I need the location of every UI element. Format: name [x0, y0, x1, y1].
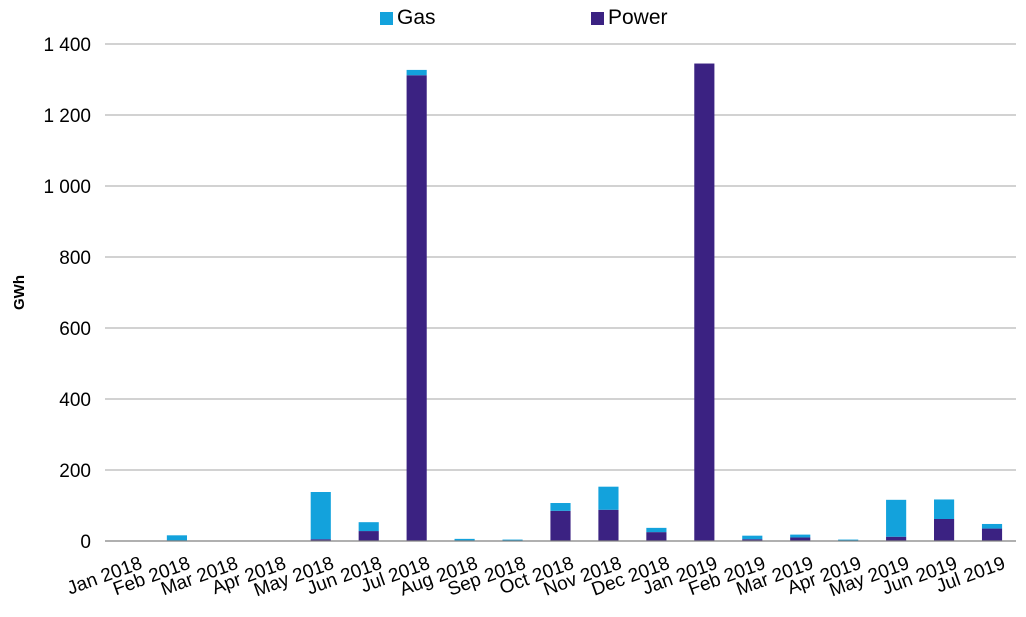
- bar-gas: [886, 499, 907, 537]
- bar-power: [790, 537, 811, 541]
- legend-label-power: Power: [608, 6, 668, 29]
- y-tick-label: 0: [80, 532, 91, 553]
- y-tick-label: 1 000: [43, 177, 91, 198]
- bar-gas: [406, 69, 427, 76]
- y-tick-label: 800: [59, 248, 91, 269]
- y-tick-label: 200: [59, 461, 91, 482]
- bar-power: [742, 539, 763, 541]
- bar-gas: [838, 539, 859, 541]
- bar-gas: [646, 527, 667, 533]
- legend-swatch-gas: [380, 11, 393, 25]
- bar-gas: [550, 503, 571, 511]
- y-tick-label: 1 400: [43, 35, 91, 56]
- bar-gas: [454, 538, 475, 541]
- legend: Gas Power: [0, 6, 1026, 30]
- legend-swatch-power: [591, 11, 604, 25]
- bar-power: [886, 536, 907, 541]
- bar-power: [934, 518, 955, 541]
- bar-power: [598, 509, 619, 541]
- bar-power: [981, 528, 1003, 541]
- bar-power: [694, 63, 715, 542]
- bar-gas: [502, 539, 523, 541]
- bar-power: [550, 510, 571, 541]
- legend-item-gas: Gas: [380, 6, 436, 30]
- bar-gas: [790, 534, 811, 538]
- bar-power: [646, 532, 667, 541]
- y-tick-label: 600: [59, 319, 91, 340]
- bars: [166, 63, 1003, 542]
- y-tick-labels: 0 200 400 600 800 1 000 1 200 1 400: [43, 35, 91, 553]
- bar-gas: [598, 486, 619, 510]
- legend-item-power: Power: [591, 6, 668, 30]
- gridlines: [105, 43, 1016, 471]
- bar-gas: [358, 522, 379, 532]
- bar-power: [358, 531, 379, 541]
- y-tick-label: 400: [59, 390, 91, 411]
- bar-gas: [310, 492, 331, 540]
- y-axis-label: GWh: [11, 275, 28, 310]
- bar-gas: [742, 535, 763, 540]
- bar-gas: [166, 535, 187, 541]
- legend-label-gas: Gas: [397, 6, 436, 29]
- y-tick-label: 1 200: [43, 106, 91, 127]
- bar-power: [310, 539, 331, 541]
- bar-power: [406, 75, 427, 542]
- bar-gas: [934, 499, 955, 519]
- bar-gas: [981, 523, 1003, 529]
